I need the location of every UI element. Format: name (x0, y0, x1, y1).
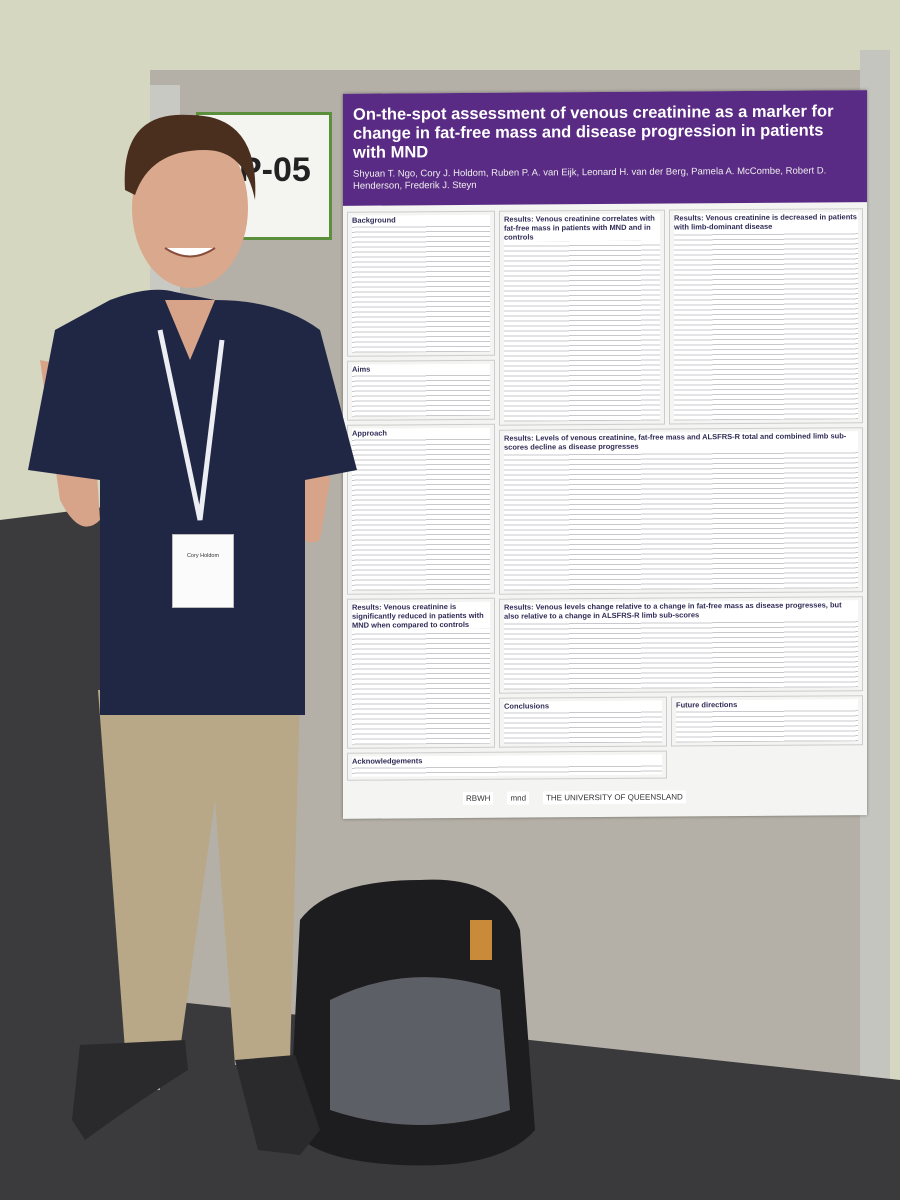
name-badge: Cory Holdom (172, 534, 234, 608)
trousers (98, 690, 300, 1065)
face (132, 128, 248, 288)
right-shoe (235, 1055, 320, 1155)
smile (164, 247, 216, 258)
shirt (28, 289, 357, 715)
lanyard (157, 329, 225, 521)
badge-name: Cory Holdom (186, 553, 220, 559)
backpack-panel (330, 977, 510, 1125)
backpack-tag (470, 920, 492, 960)
neck (165, 300, 215, 360)
hair (124, 114, 256, 200)
left-shoe (72, 1040, 188, 1140)
